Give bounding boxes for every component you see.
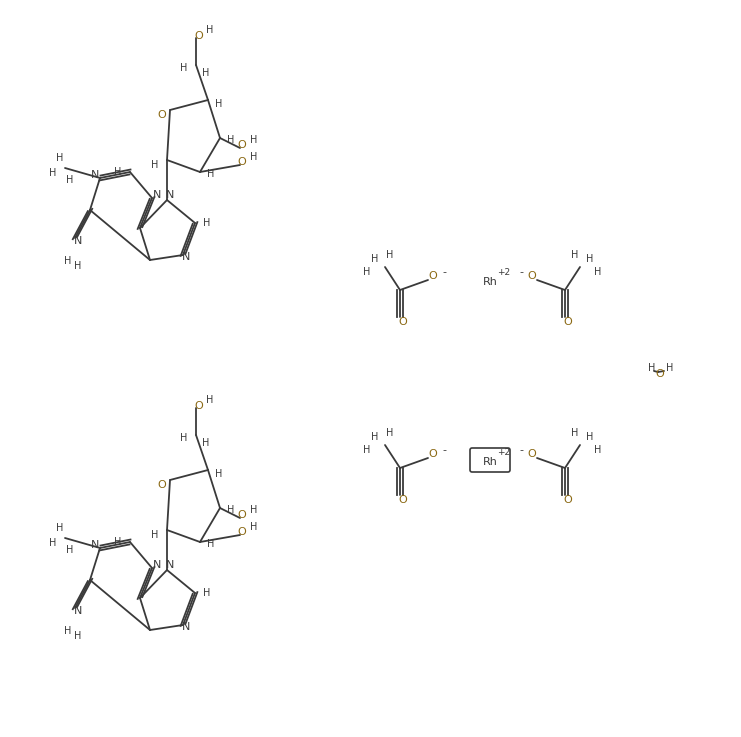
Text: H: H [386, 428, 393, 438]
Text: H: H [50, 538, 57, 548]
Text: H: H [250, 505, 258, 515]
Text: N: N [153, 190, 162, 200]
Text: O: O [399, 495, 408, 505]
Text: O: O [195, 31, 203, 41]
Text: H: H [66, 545, 73, 555]
Text: H: H [74, 261, 82, 271]
Text: O: O [158, 480, 167, 490]
Text: H: H [250, 135, 258, 145]
Text: H: H [594, 445, 602, 455]
Text: H: H [202, 68, 210, 78]
Text: H: H [363, 445, 370, 455]
Text: O: O [564, 495, 572, 505]
Text: N: N [74, 606, 82, 616]
Text: H: H [227, 135, 235, 145]
Text: O: O [528, 449, 536, 459]
Text: N: N [153, 560, 162, 570]
Text: H: H [216, 99, 223, 109]
FancyBboxPatch shape [470, 448, 510, 472]
Text: O: O [528, 271, 536, 281]
Text: H: H [250, 522, 258, 532]
Text: H: H [50, 168, 57, 178]
Text: -: - [519, 445, 523, 455]
Text: Rh: Rh [482, 277, 497, 287]
Text: N: N [74, 236, 82, 246]
Text: H: H [371, 254, 379, 264]
Text: O: O [238, 510, 246, 520]
Text: H: H [180, 433, 187, 443]
Text: -: - [442, 267, 446, 277]
Text: H: H [74, 631, 82, 641]
Text: N: N [166, 560, 174, 570]
Text: H: H [207, 539, 215, 549]
Text: H: H [114, 537, 122, 547]
Text: N: N [182, 622, 190, 632]
Text: H: H [227, 505, 235, 515]
Text: H: H [571, 428, 579, 438]
Text: +2: +2 [497, 447, 511, 456]
Text: O: O [656, 369, 665, 379]
Text: H: H [203, 218, 210, 228]
Text: Rh: Rh [482, 457, 497, 467]
Text: -: - [519, 267, 523, 277]
Text: N: N [91, 540, 99, 550]
Text: O: O [195, 401, 203, 411]
Text: H: H [180, 63, 187, 73]
Text: H: H [202, 438, 210, 448]
Text: H: H [64, 626, 72, 636]
Text: H: H [250, 152, 258, 162]
Text: O: O [238, 527, 246, 537]
Text: H: H [363, 267, 370, 277]
Text: H: H [594, 267, 602, 277]
Text: H: H [114, 167, 122, 177]
Text: H: H [151, 530, 159, 540]
Text: H: H [66, 175, 73, 185]
Text: H: H [56, 523, 64, 533]
Text: H: H [648, 363, 656, 373]
Text: H: H [207, 169, 215, 179]
Text: H: H [203, 588, 210, 598]
Text: -: - [442, 445, 446, 455]
Text: H: H [206, 25, 213, 35]
Text: H: H [56, 153, 64, 163]
Text: O: O [238, 157, 246, 167]
Text: H: H [151, 160, 159, 170]
Text: H: H [666, 363, 674, 373]
Text: O: O [564, 317, 572, 327]
Text: N: N [166, 190, 174, 200]
Text: O: O [399, 317, 408, 327]
Text: N: N [182, 252, 190, 262]
Text: +2: +2 [497, 268, 511, 276]
Text: H: H [586, 254, 594, 264]
Text: H: H [206, 395, 213, 405]
Text: N: N [91, 170, 99, 180]
Text: H: H [386, 250, 393, 260]
Text: H: H [216, 469, 223, 479]
Text: H: H [586, 432, 594, 442]
Text: H: H [64, 256, 72, 266]
Text: O: O [158, 110, 167, 120]
Text: O: O [238, 140, 246, 150]
Text: O: O [428, 271, 437, 281]
Text: O: O [428, 449, 437, 459]
Text: H: H [571, 250, 579, 260]
Text: H: H [371, 432, 379, 442]
